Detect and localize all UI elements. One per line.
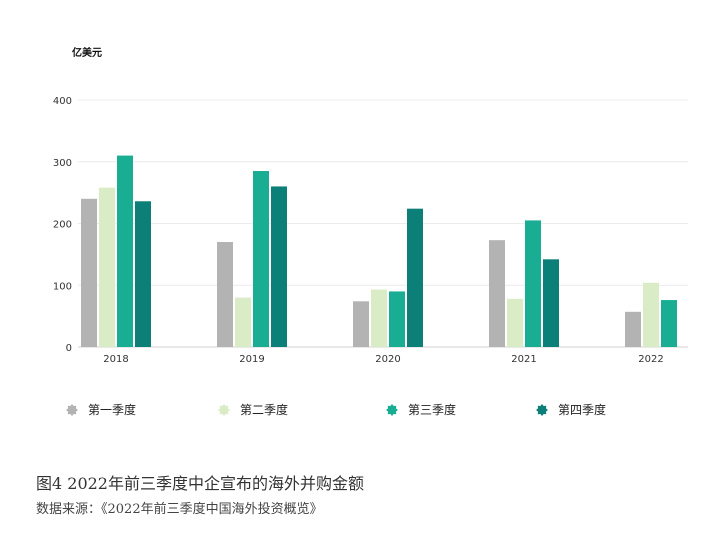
bar-2018-第三季度: [117, 155, 133, 347]
legend-label: 第四季度: [558, 402, 606, 417]
legend: 第一季度 第二季度 第三季度 第四季度: [66, 402, 606, 417]
y-axis: 0 100 200 300 400: [53, 96, 72, 354]
x-tick-label: 2018: [103, 354, 128, 365]
grid-lines: [78, 99, 688, 348]
bar-2019-第四季度: [271, 186, 287, 347]
legend-label: 第二季度: [240, 402, 288, 417]
bars: [81, 155, 677, 347]
y-tick-label: 200: [53, 220, 72, 231]
bar-2021-第四季度: [543, 259, 559, 347]
bar-2021-第一季度: [489, 240, 505, 347]
bar-2021-第三季度: [525, 220, 541, 347]
bar-2021-第二季度: [507, 298, 523, 347]
bar-2022-第三季度: [661, 300, 677, 347]
y-tick-label: 0: [66, 343, 72, 354]
bar-2020-第四季度: [407, 208, 423, 347]
figure-caption: 图4 2022年前三季度中企宣布的海外并购金额: [36, 474, 364, 493]
y-tick-label: 300: [53, 158, 72, 169]
legend-marker-icon: [66, 404, 78, 416]
x-tick-label: 2021: [511, 354, 536, 365]
bar-chart: 0 100 200 300 400 亿美元 2018 2019 2020 2021 2022 第…: [53, 46, 688, 417]
legend-label: 第三季度: [408, 402, 456, 417]
legend-marker-icon: [536, 404, 548, 416]
bar-2020-第三季度: [389, 291, 405, 347]
bar-2018-第二季度: [99, 187, 115, 347]
bar-2018-第一季度: [81, 198, 97, 347]
legend-label: 第一季度: [88, 402, 136, 417]
x-axis: 2018 2019 2020 2021 2022: [103, 354, 663, 365]
bar-2019-第一季度: [217, 242, 233, 347]
bar-2020-第一季度: [353, 301, 369, 347]
y-tick-label: 400: [53, 96, 72, 107]
bar-2022-第一季度: [625, 311, 641, 347]
bar-2019-第二季度: [235, 297, 251, 347]
bar-2022-第二季度: [643, 282, 659, 347]
y-tick-label: 100: [53, 281, 72, 292]
x-tick-label: 2019: [239, 354, 264, 365]
bar-2018-第四季度: [135, 201, 151, 347]
legend-marker-icon: [386, 404, 398, 416]
bar-2020-第二季度: [371, 289, 387, 347]
bar-2019-第三季度: [253, 171, 269, 347]
y-axis-unit-label: 亿美元: [72, 46, 102, 59]
x-tick-label: 2020: [375, 354, 400, 365]
x-tick-label: 2022: [638, 354, 663, 365]
data-source: 数据来源：《2022年前三季度中国海外投资概览》: [36, 502, 323, 517]
legend-marker-icon: [218, 404, 230, 416]
